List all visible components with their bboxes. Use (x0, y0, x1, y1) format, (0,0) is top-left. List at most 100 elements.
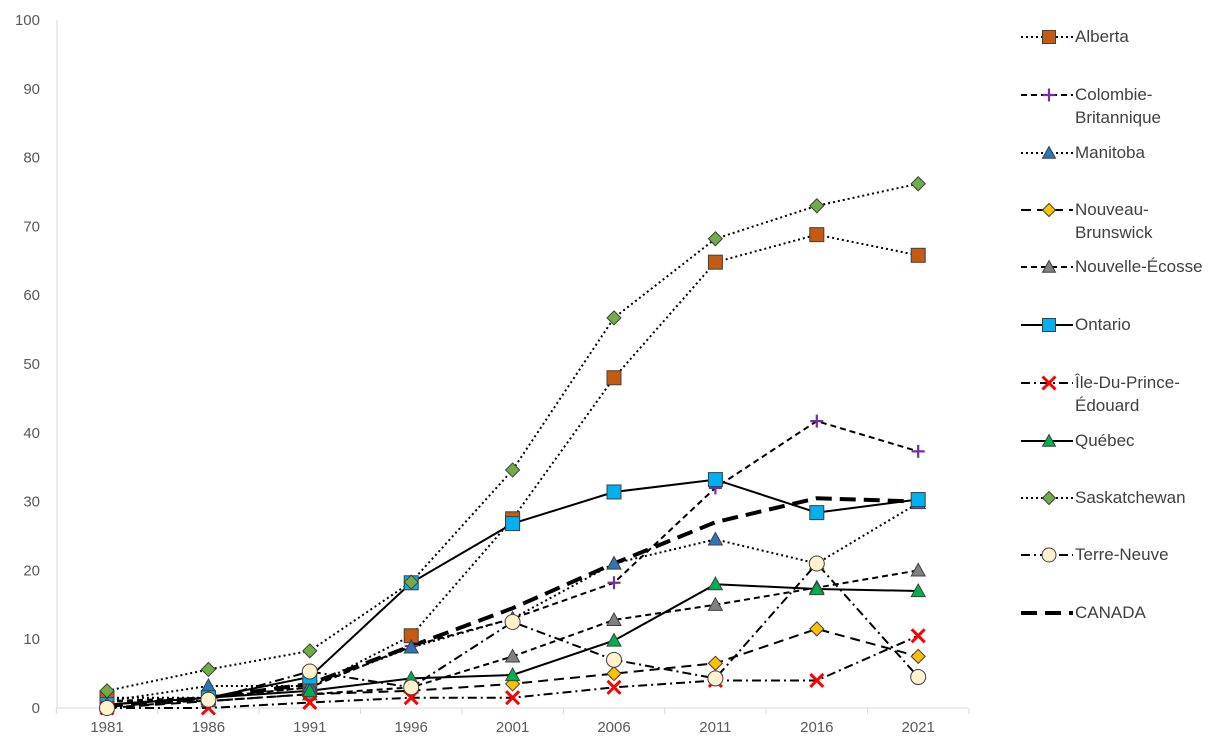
y-tick-label: 20 (23, 562, 40, 579)
data-point-quebec (808, 580, 825, 596)
x-tick-label: 1996 (395, 719, 428, 736)
data-point-alberta (809, 227, 825, 243)
data-point-ontario (910, 492, 926, 508)
legend-item-manitoba: Manitoba (1015, 138, 1222, 168)
y-tick-label: 60 (23, 287, 40, 304)
data-point-saskatchewan (200, 661, 217, 678)
legend-symbol (1021, 88, 1073, 102)
y-tick-label: 100 (15, 12, 40, 29)
legend-symbol (1021, 202, 1073, 218)
data-point-colombie-britannique (911, 444, 925, 458)
y-tick-label: 0 (32, 700, 40, 717)
legend-item-ile-du-prince-edouard: Île-Du-Prince- Édouard (1015, 368, 1222, 417)
legend-item-quebec: Québec (1015, 426, 1222, 456)
data-point-nouveau-brunswick (606, 665, 622, 682)
legend-item-terre-neuve: Terre-Neuve (1015, 540, 1222, 570)
data-point-terre-neuve (808, 555, 825, 572)
legend-symbol (1021, 611, 1073, 615)
legend-marker (1042, 30, 1056, 44)
data-point-ontario (505, 516, 521, 532)
x-tick-label: 2016 (800, 719, 833, 736)
legend-symbol (1021, 375, 1073, 391)
legend-item-nouveau-brunswick: Nouveau- Brunswick (1015, 195, 1222, 244)
series-markers (99, 176, 927, 716)
data-point-quebec (910, 583, 927, 598)
legend-item-canada: CANADA (1015, 598, 1222, 628)
legend-marker (1041, 433, 1057, 447)
data-point-saskatchewan (99, 683, 115, 699)
data-point-nouveau-brunswick (809, 621, 825, 637)
data-point-terre-neuve (606, 651, 622, 668)
data-point-saskatchewan (707, 231, 724, 247)
legend-symbol (1021, 145, 1073, 159)
legend-item-saskatchewan: Saskatchewan (1015, 483, 1222, 513)
axes: 0 10 20 30 40 50 60 70 80 90 100 1981 1986 1991 1996 20… (15, 12, 970, 736)
y-tick-label: 50 (23, 356, 40, 373)
data-point-quebec (504, 666, 521, 682)
data-point-saskatchewan (504, 462, 521, 478)
legend-marker (1041, 145, 1057, 159)
legend-marker (1041, 547, 1057, 563)
data-point-colombie-britannique (810, 414, 824, 428)
data-point-ile-du-prince-edouard (606, 679, 622, 695)
data-point-quebec (707, 576, 724, 591)
legend-item-nouvelle-ecosse: Nouvelle-Écosse (1015, 252, 1222, 282)
legend-symbol (1021, 259, 1073, 273)
y-tick-label: 80 (23, 150, 40, 167)
legend-symbol (1021, 318, 1073, 332)
y-tick-label: 70 (23, 218, 40, 235)
legend-marker (1042, 88, 1056, 102)
legend-item-ontario: Ontario (1015, 310, 1222, 340)
x-tick-label: 2006 (597, 719, 630, 736)
y-tick-label: 90 (23, 81, 40, 98)
data-point-terre-neuve (504, 614, 521, 630)
data-point-manitoba (403, 639, 420, 654)
data-point-quebec (606, 632, 622, 647)
legend: Alberta Colombie- Britannique Manitoba Nouve… (1015, 22, 1222, 622)
y-tick-label: 30 (23, 494, 40, 511)
data-point-ontario (809, 505, 825, 521)
data-point-nouvelle-ecosse (910, 562, 927, 577)
data-point-nouveau-brunswick (707, 655, 724, 671)
data-point-saskatchewan (809, 198, 825, 214)
data-point-saskatchewan (910, 176, 926, 192)
data-point-terre-neuve (910, 669, 927, 686)
legend-label: Nouveau- Brunswick (1075, 200, 1153, 242)
legend-label: Alberta (1075, 27, 1129, 46)
data-point-terre-neuve (99, 700, 115, 716)
line-chart: 0 10 20 30 40 50 60 70 80 90 100 1981 1986 1991 1996 20… (15, 12, 970, 736)
data-point-ile-du-prince-edouard (910, 628, 926, 644)
data-point-saskatchewan (403, 574, 419, 590)
x-tick-label: 1986 (192, 719, 225, 736)
data-point-ile-du-prince-edouard (505, 690, 521, 706)
x-tick-label: 2021 (902, 719, 935, 736)
legend-symbol (1021, 433, 1073, 447)
legend-marker (1042, 318, 1056, 332)
legend-symbol (1021, 30, 1073, 44)
x-tick-label: 2011 (699, 719, 731, 736)
data-point-nouveau-brunswick (910, 648, 926, 665)
legend-marker (1041, 202, 1057, 218)
data-point-manitoba (606, 555, 622, 570)
legend-marker (1041, 375, 1057, 391)
data-point-alberta (910, 247, 926, 263)
data-point-saskatchewan (606, 310, 622, 326)
legend-label: Ontario (1075, 315, 1131, 334)
data-point-quebec (301, 682, 318, 697)
legend-marker (1041, 259, 1057, 273)
legend-marker (1041, 490, 1057, 506)
x-tick-label: 1991 (293, 719, 326, 736)
data-point-nouvelle-ecosse (707, 596, 724, 611)
legend-label: Nouvelle-Écosse (1075, 257, 1203, 276)
data-point-manitoba (707, 531, 724, 546)
series-line-terre-neuve (106, 561, 919, 709)
data-point-nouvelle-ecosse (504, 648, 521, 663)
data-point-ontario (707, 472, 723, 488)
legend-label: Colombie- Britannique (1075, 85, 1162, 127)
data-point-ile-du-prince-edouard (809, 672, 825, 689)
legend-label: Manitoba (1075, 143, 1145, 162)
y-tick-label: 10 (23, 631, 40, 648)
data-point-terre-neuve (301, 663, 318, 680)
x-tick-label: 2001 (496, 719, 529, 736)
data-point-saskatchewan (302, 643, 318, 659)
